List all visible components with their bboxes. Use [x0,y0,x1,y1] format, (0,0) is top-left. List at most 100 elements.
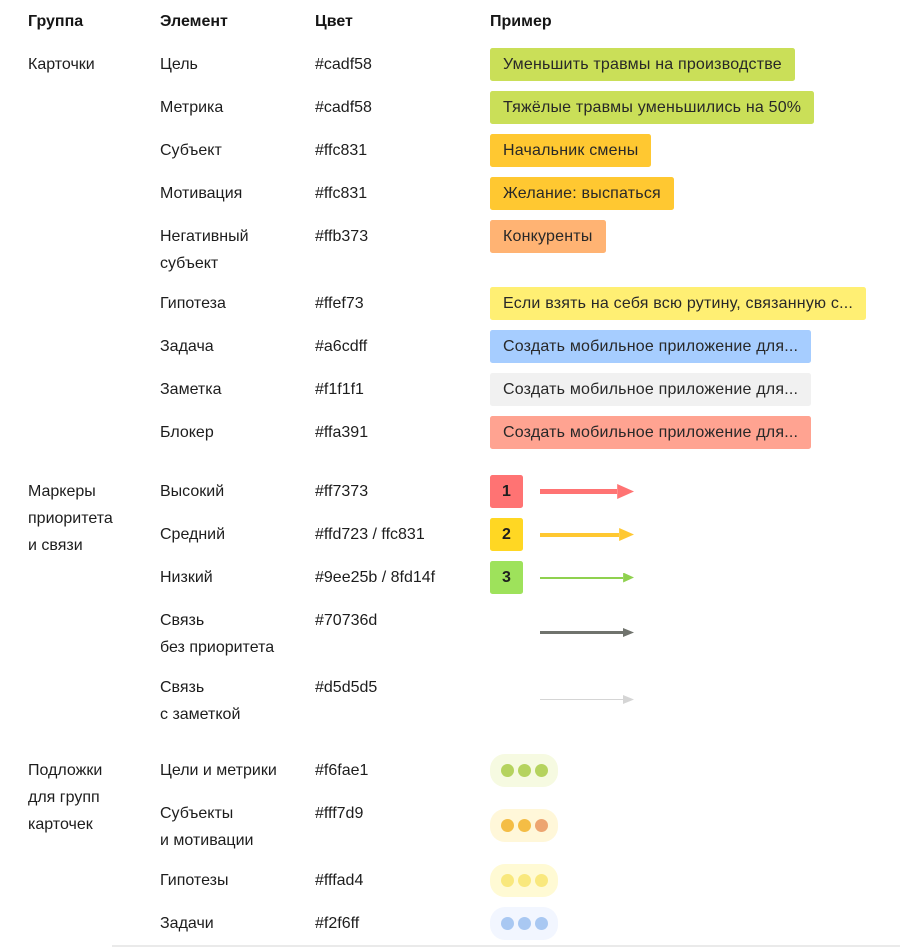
element-label: Низкий [160,569,213,586]
table-row: Блокер #ffa391 Создать мобильное приложе… [160,416,900,449]
table-row: Высокий #ff7373 1 [160,475,900,508]
arrow-head-icon [617,484,634,499]
color-hex: #ffd723 / ffc831 [315,526,425,543]
table-row: Низкий #9ee25b / 8fd14f 3 [160,561,900,594]
element-label: Заметка [160,381,222,398]
arrow-line [540,698,623,701]
element-label: Средний [160,526,226,543]
color-hex: #fff7d9 [315,805,364,822]
card-dot [534,874,548,887]
table-row: Задачи #f2f6ff [160,907,900,940]
table-row: Гипотеза #ffef73 Если взять на себя всю … [160,287,900,320]
connection-arrow [540,695,634,704]
connection-arrow [540,528,634,541]
section-priority-markers: Маркеры приоритета и связи Высокий #ff73… [28,475,900,738]
element-label: Задачи [160,915,214,932]
example-card-chip: Уменьшить травмы на производстве [490,48,795,81]
card-dot [534,764,548,777]
table-row: Связь без приоритета #70736d [160,604,900,661]
section-cards: Карточки Цель #cadf58 Уменьшить травмы н… [28,48,900,459]
table-row: Средний #ffd723 / ffc831 2 [160,518,900,551]
arrow-line [540,489,618,494]
table-row: Заметка #f1f1f1 Создать мобильное прилож… [160,373,900,406]
table-row: Задача #a6cdff Создать мобильное приложе… [160,330,900,363]
element-label: Субъект [160,142,222,159]
table-row: Метрика #cadf58 Тяжёлые травмы уменьшили… [160,91,900,124]
element-label: Задача [160,338,214,355]
color-hex: #cadf58 [315,56,372,73]
color-hex: #a6cdff [315,338,368,355]
example-card-chip: Создать мобильное приложение для... [490,330,812,363]
priority-number-marker: 3 [490,561,523,594]
arrow-head-icon [623,628,634,637]
card-dot [517,917,531,930]
card-group-backdrop-pill [490,864,558,897]
table-row: Цели и метрики #f6fae1 [160,754,900,787]
card-group-backdrop-pill [490,809,558,842]
element-label: Связь с заметкой [160,679,241,723]
element-label: Цели и метрики [160,762,277,779]
color-hex: #cadf58 [315,99,372,116]
card-group-backdrop-pill [490,754,558,787]
color-hex: #d5d5d5 [315,679,378,696]
card-dot [500,874,514,887]
example-card-chip: Создать мобильное приложение для... [490,373,812,406]
color-hex: #ff7373 [315,483,369,500]
element-label: Субъекты и мотивации [160,805,254,849]
card-dot [517,819,531,832]
element-label: Цель [160,56,198,73]
table-row: Гипотезы #fffad4 [160,864,900,897]
priority-number-marker: 2 [490,518,523,551]
group-label: Карточки [28,56,95,73]
color-hex: #f6fae1 [315,762,369,779]
color-hex: #70736d [315,612,378,629]
example-card-chip: Начальник смены [490,134,652,167]
arrow-head-icon [623,695,634,704]
table-row: Субъект #ffc831 Начальник смены [160,134,900,167]
table-row: Цель #cadf58 Уменьшить травмы на произво… [160,48,900,81]
arrow-head-icon [623,572,634,583]
card-dot [517,764,531,777]
card-dot [517,874,531,887]
table-row: Мотивация #ffc831 Желание: выспаться [160,177,900,210]
bottom-divider [112,945,900,947]
color-hex: #f2f6ff [315,915,360,932]
example-card-chip: Тяжёлые травмы уменьшились на 50% [490,91,815,124]
card-dot [500,819,514,832]
element-label: Гипотезы [160,872,229,889]
example-card-chip: Создать мобильное приложение для... [490,416,812,449]
color-hex: #ffc831 [315,185,368,202]
element-label: Мотивация [160,185,243,202]
arrow-head-icon [619,528,634,541]
connection-arrow [540,484,634,499]
marker-spacer [490,616,523,649]
section-group-backdrops: Подложки для групп карточек Цели и метри… [28,754,900,950]
column-header-group: Группа [28,13,84,30]
arrow-line [540,532,620,537]
card-dot [534,917,548,930]
element-label: Блокер [160,424,214,441]
column-header-element: Элемент [160,13,228,30]
color-hex: #ffb373 [315,228,369,245]
element-label: Высокий [160,483,225,500]
element-label: Гипотеза [160,295,226,312]
example-card-chip: Конкуренты [490,220,606,253]
color-hex: #ffef73 [315,295,364,312]
connection-arrow [540,572,634,583]
color-hex: #ffc831 [315,142,368,159]
color-hex: #fffad4 [315,872,364,889]
column-header-color: Цвет [315,13,353,30]
group-label: Подложки для групп карточек [28,762,103,833]
element-label: Негативный субъект [160,228,249,272]
connection-arrow [540,628,634,637]
card-dot [500,917,514,930]
table-row: Связь с заметкой #d5d5d5 [160,671,900,728]
example-card-chip: Если взять на себя всю рутину, связанную… [490,287,867,320]
element-label: Связь без приоритета [160,612,275,656]
arrow-line [540,576,624,579]
card-dot [534,819,548,832]
example-card-chip: Желание: выспаться [490,177,674,210]
marker-spacer [490,683,523,716]
priority-number-marker: 1 [490,475,523,508]
group-label: Маркеры приоритета и связи [28,483,113,554]
